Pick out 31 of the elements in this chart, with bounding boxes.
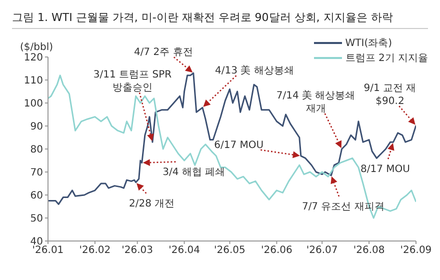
x-tick-label: '26.04: [168, 245, 200, 256]
annotation: 8/17 MOU: [360, 164, 410, 176]
annotation: 2/28 개전: [129, 198, 175, 210]
x-tick-label: '26.02: [79, 245, 111, 256]
x-tick-label: '26.05: [214, 245, 246, 256]
annotation: 9/1 교전 재 $90.2: [364, 83, 416, 108]
annotation: 3/11 트럼프 SPR 방출승인: [93, 70, 172, 94]
y-axis-title: ($/bbl): [20, 42, 54, 53]
y-tick-label: 80: [30, 144, 43, 156]
annotation: 4/7 2주 휴전: [134, 47, 193, 58]
annotation: 6/17 MOU: [214, 140, 264, 151]
annotation: 3/4 해협 폐쇄: [162, 166, 226, 178]
y-tick-label: 90: [30, 122, 43, 133]
chart-title: 그림 1. WTI 근월물 가격, 미-이란 재확전 우려로 90달러 상회, 지지율은 하락: [12, 10, 428, 29]
annotation: 4/13 美 해상봉쇄: [215, 64, 294, 77]
x-tick-label: '26.06: [260, 245, 292, 256]
y-tick-label: 60: [30, 190, 43, 202]
x-tick-label: '26.01: [32, 245, 64, 256]
y-tick-label: 50: [30, 214, 43, 225]
y-tick-label: 120: [24, 52, 43, 64]
legend-label: 트럼프 2기 지지율: [345, 52, 428, 65]
annotation: 7/7 유조선 재피격: [302, 201, 384, 212]
y-tick-label: 70: [30, 168, 43, 179]
x-tick-label: '26.09: [400, 245, 432, 256]
y-tick-label: 110: [24, 76, 43, 87]
x-tick-label: '26.07: [306, 245, 338, 256]
y-tick-label: 100: [24, 98, 43, 110]
x-tick-label: '26.03: [122, 245, 154, 256]
x-tick-label: '26.08: [353, 245, 385, 256]
legend-label: WTI(좌축): [345, 37, 392, 50]
annotation: 7/14 美 해상봉쇄 재개: [276, 90, 356, 114]
